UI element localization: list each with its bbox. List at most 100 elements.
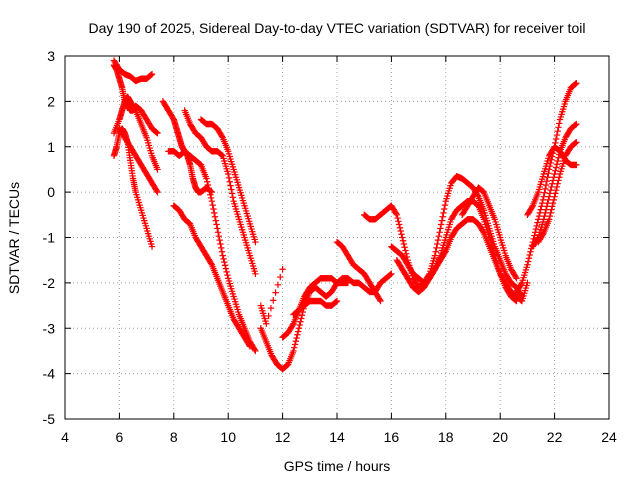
- series-track-m: [290, 297, 341, 318]
- data-point: [543, 177, 551, 185]
- data-point: [524, 261, 531, 268]
- data-point: [298, 315, 305, 322]
- data-point: [212, 217, 219, 224]
- data-point: [204, 178, 211, 185]
- x-tick-label: 22: [547, 429, 563, 445]
- data-point: [131, 105, 139, 113]
- data-point: [399, 234, 406, 241]
- data-point: [528, 203, 536, 211]
- x-tick-label: 4: [61, 429, 69, 445]
- data-point: [224, 271, 231, 279]
- data-point: [397, 227, 404, 235]
- data-point: [554, 180, 561, 187]
- data-point: [555, 124, 562, 131]
- x-tick-label: 12: [275, 429, 291, 445]
- data-point: [204, 181, 212, 189]
- data-point: [439, 213, 446, 220]
- series-track-e: [116, 125, 161, 196]
- data-point: [554, 157, 561, 165]
- data-point: [536, 209, 544, 217]
- data-point: [549, 203, 556, 210]
- data-point: [148, 243, 156, 250]
- data-point: [548, 156, 555, 163]
- data-point: [226, 178, 233, 185]
- series-track-v: [535, 139, 580, 246]
- series-track-j: [197, 116, 259, 246]
- data-point: [207, 260, 215, 267]
- data-point: [546, 212, 554, 220]
- data-point: [265, 312, 272, 320]
- y-tick-label: -1: [43, 230, 56, 246]
- data-point: [526, 251, 533, 259]
- data-point: [436, 229, 443, 236]
- data-point: [252, 270, 259, 277]
- data-point: [153, 187, 160, 195]
- data-point: [148, 70, 156, 78]
- data-point: [221, 258, 228, 266]
- y-tick-label: 3: [47, 48, 55, 64]
- data-point: [554, 127, 561, 135]
- data-point: [388, 270, 395, 277]
- data-point: [291, 344, 298, 351]
- data-point: [399, 237, 407, 244]
- series-track-g: [165, 148, 259, 355]
- data-point: [435, 233, 443, 240]
- data-point: [549, 180, 556, 187]
- data-point: [219, 252, 226, 259]
- series-track-i: [181, 107, 259, 277]
- data-point: [431, 252, 439, 259]
- data-point: [552, 167, 559, 174]
- data-point: [225, 174, 233, 182]
- data-point: [552, 190, 559, 197]
- data-point: [573, 120, 580, 128]
- data-point: [270, 297, 277, 304]
- series-track-f: [159, 98, 216, 196]
- data-point: [206, 188, 213, 195]
- x-tick-label: 10: [220, 429, 236, 445]
- data-point: [220, 255, 227, 263]
- data-point: [546, 190, 554, 197]
- data-points: [110, 57, 580, 373]
- data-point: [542, 181, 550, 189]
- data-point: [434, 236, 442, 244]
- data-point: [538, 199, 546, 207]
- series-track-b: [110, 61, 161, 137]
- data-point: [545, 216, 553, 223]
- data-point: [211, 209, 218, 217]
- data-point: [572, 80, 579, 88]
- data-point: [203, 175, 210, 182]
- y-tick-label: 2: [47, 93, 55, 109]
- data-point: [274, 281, 282, 289]
- data-point: [542, 209, 549, 217]
- data-point: [225, 170, 232, 178]
- data-point: [228, 186, 235, 193]
- data-point: [441, 249, 449, 256]
- data-point: [267, 304, 275, 312]
- data-point: [441, 201, 449, 209]
- data-point: [537, 206, 544, 213]
- data-point: [292, 338, 300, 345]
- data-point: [551, 170, 558, 178]
- data-point: [344, 279, 352, 287]
- data-point: [218, 244, 225, 252]
- data-point: [539, 196, 547, 204]
- data-point: [540, 193, 547, 200]
- data-point: [550, 174, 558, 181]
- data-point: [294, 328, 302, 335]
- data-point: [272, 289, 279, 296]
- data-point: [215, 233, 223, 240]
- data-point: [207, 191, 214, 198]
- data-point: [555, 177, 562, 184]
- data-point: [207, 194, 215, 202]
- data-point: [298, 312, 306, 319]
- data-point: [539, 231, 547, 238]
- x-axis-label: GPS time / hours: [284, 458, 391, 474]
- data-point: [222, 265, 230, 272]
- data-point: [377, 297, 384, 305]
- data-point: [227, 182, 234, 189]
- data-point: [214, 225, 221, 232]
- data-point: [552, 135, 560, 143]
- series-track-o: [361, 173, 526, 300]
